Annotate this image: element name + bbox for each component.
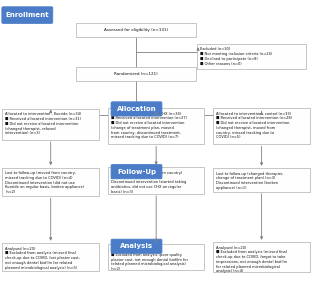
Text: Analysed (n=20)
■ Excluded from analysis (missed final
check-up due to COVID, lo: Analysed (n=20) ■ Excluded from analysis… <box>5 247 80 270</box>
Text: Lost to follow-up (moved from country)
(n=2)
Discontinued intervention (started : Lost to follow-up (moved from country) (… <box>111 171 186 194</box>
FancyBboxPatch shape <box>76 67 196 81</box>
Text: Enrollment: Enrollment <box>6 12 49 18</box>
Text: Allocated to intervention - CHX (n=34)
■ Received allocated intervention (n=27)
: Allocated to intervention - CHX (n=34) ■… <box>111 112 187 139</box>
FancyBboxPatch shape <box>2 168 99 196</box>
Text: Assessed for eligibility (n=131): Assessed for eligibility (n=131) <box>104 28 168 32</box>
FancyBboxPatch shape <box>213 108 310 144</box>
FancyBboxPatch shape <box>108 108 204 144</box>
FancyBboxPatch shape <box>213 168 310 192</box>
Text: Analysed (n=20)
■ Excluded from analysis (poor quality
plaster cast, not enough : Analysed (n=20) ■ Excluded from analysis… <box>111 248 188 271</box>
Text: Allocated to intervention - fluoride (n=34)
■ Received allocated intervention (n: Allocated to intervention - fluoride (n=… <box>5 112 81 136</box>
FancyBboxPatch shape <box>197 44 306 69</box>
FancyBboxPatch shape <box>213 242 310 272</box>
Text: Analysed (n=20)
■ Excluded from analysis (missed final
check-up due to COVID, fo: Analysed (n=20) ■ Excluded from analysis… <box>216 246 287 274</box>
FancyBboxPatch shape <box>111 239 162 253</box>
Text: Randomized (n=121): Randomized (n=121) <box>114 72 158 76</box>
FancyBboxPatch shape <box>108 167 204 194</box>
Text: Allocated to intervention - control (n=33)
■ Received allocated intervention (n=: Allocated to intervention - control (n=3… <box>216 112 292 139</box>
Text: Lost to follow-up (changed therapist,
change of treatment plan) (n=3)
Discontinu: Lost to follow-up (changed therapist, ch… <box>216 172 283 190</box>
FancyBboxPatch shape <box>111 102 162 116</box>
FancyBboxPatch shape <box>2 109 99 140</box>
FancyBboxPatch shape <box>2 7 53 23</box>
FancyBboxPatch shape <box>108 244 204 270</box>
Text: Lost to follow-up (moved from country,
missed tracking due to COVID) (n=4)
Disco: Lost to follow-up (moved from country, m… <box>5 171 85 194</box>
Text: Follow-Up: Follow-Up <box>117 169 156 175</box>
FancyBboxPatch shape <box>76 23 196 37</box>
Text: Analysis: Analysis <box>120 243 153 249</box>
Text: Excluded (n=30)
■ Not meeting inclusion criteria (n=24)
■ Declined to participat: Excluded (n=30) ■ Not meeting inclusion … <box>200 47 272 66</box>
FancyBboxPatch shape <box>111 165 162 179</box>
Text: Allocation: Allocation <box>117 106 156 112</box>
FancyBboxPatch shape <box>2 243 99 271</box>
